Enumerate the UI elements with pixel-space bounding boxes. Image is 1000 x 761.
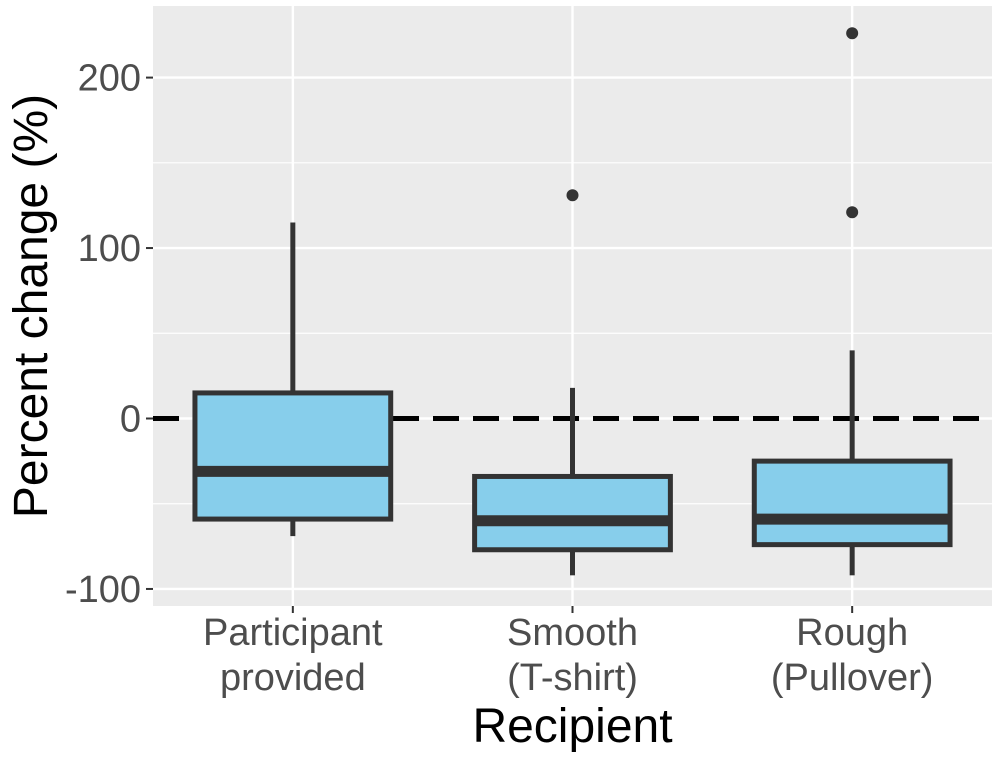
y-tick-label: 100 <box>78 228 141 270</box>
iqr-box <box>472 473 673 553</box>
y-axis: -100 0 100 200 <box>65 58 153 611</box>
y-tick-label: -100 <box>65 569 141 611</box>
iqr-box <box>192 390 394 522</box>
x-tick-label-line: Rough <box>796 612 908 654</box>
box-2 <box>472 189 673 576</box>
x-tick-label-line: (T-shirt) <box>507 657 638 699</box>
x-tick-label: Smooth (T-shirt) <box>507 612 638 699</box>
y-tick-label: 0 <box>120 399 141 441</box>
x-axis-title: Recipient <box>472 700 672 753</box>
x-tick-label-line: provided <box>220 657 366 699</box>
box-3 <box>751 27 953 576</box>
x-tick-label-line: Smooth <box>507 612 638 654</box>
box-1 <box>192 222 394 537</box>
x-tick-label-line: (Pullover) <box>771 657 934 699</box>
y-axis-title: Percent change (%) <box>5 94 58 518</box>
outlier-point <box>566 189 579 202</box>
outlier-point <box>846 206 859 219</box>
box-series <box>192 27 953 576</box>
x-tick-label: Participant provided <box>203 612 383 699</box>
x-tick-label-line: Participant <box>203 612 383 654</box>
y-tick-label: 200 <box>78 58 141 100</box>
x-tick-label: Rough (Pullover) <box>771 612 934 699</box>
iqr-box <box>751 458 953 548</box>
outlier-point <box>846 27 859 40</box>
